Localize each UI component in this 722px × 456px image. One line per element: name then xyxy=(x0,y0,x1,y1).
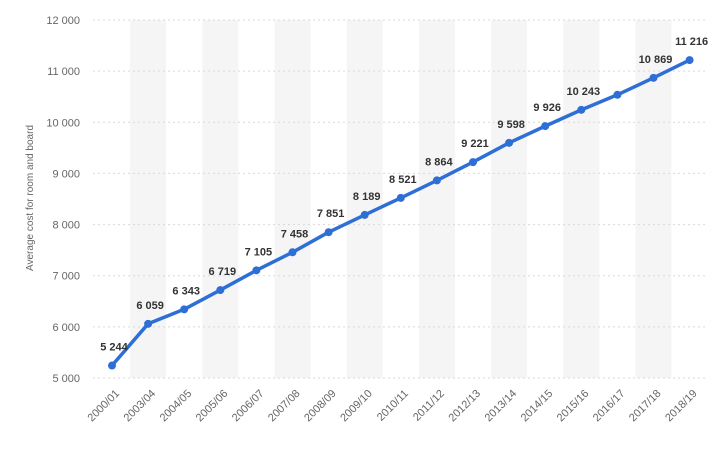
data-label: 9 598 xyxy=(497,119,525,131)
data-point xyxy=(685,56,694,65)
data-label: 11 216 xyxy=(675,36,708,48)
x-tick-label: 2012/13 xyxy=(447,388,484,425)
data-label: 9 926 xyxy=(533,102,561,114)
x-tick-label: 2014/15 xyxy=(519,388,556,425)
data-point xyxy=(505,138,514,147)
data-label: 8 864 xyxy=(425,156,453,168)
data-label: 10 243 xyxy=(566,86,600,98)
x-tick-label: 2004/05 xyxy=(158,388,195,425)
data-point xyxy=(613,90,622,99)
y-tick-label: 5 000 xyxy=(52,373,80,385)
data-label: 9 221 xyxy=(461,138,489,150)
category-band xyxy=(491,20,528,378)
data-point xyxy=(144,319,153,328)
category-band xyxy=(563,20,600,378)
data-label: 8 521 xyxy=(389,174,417,186)
data-point xyxy=(108,361,116,370)
x-axis-ticks: 2000/01 2003/04 2004/05 2005/06 2006/07 2007/… xyxy=(86,388,700,425)
x-tick-label: 2015/16 xyxy=(555,388,592,425)
data-point xyxy=(216,286,225,295)
y-gridlines xyxy=(93,19,707,379)
y-axis-title: Average cost for room and board xyxy=(25,125,36,271)
x-tick-label: 2007/08 xyxy=(266,388,303,425)
data-point xyxy=(541,122,550,131)
x-tick-label: 2011/12 xyxy=(411,388,447,424)
x-tick-label: 2000/01 xyxy=(86,388,123,425)
data-point xyxy=(180,305,189,314)
category-band xyxy=(202,20,239,378)
y-tick-label: 7 000 xyxy=(52,271,80,283)
data-point xyxy=(324,228,333,237)
series-line xyxy=(110,58,692,368)
series-average-cost xyxy=(108,56,694,370)
data-label: 7 458 xyxy=(281,228,309,240)
x-tick-label: 2018/19 xyxy=(663,388,700,425)
category-band xyxy=(418,20,455,378)
y-tick-label: 12 000 xyxy=(46,15,80,27)
x-tick-label: 2009/10 xyxy=(338,388,375,425)
data-point xyxy=(360,210,369,219)
category-band xyxy=(635,20,672,378)
data-label: 5 244 xyxy=(100,342,128,354)
x-tick-label: 2010/11 xyxy=(375,388,411,424)
data-label: 6 719 xyxy=(209,266,237,278)
data-label: 6 343 xyxy=(172,285,200,297)
y-axis-ticks: 5 000 6 000 7 000 8 000 9 000 10 000 11 000 12 … xyxy=(46,15,80,385)
y-tick-label: 6 000 xyxy=(52,322,80,334)
x-tick-label: 2013/14 xyxy=(483,388,520,425)
data-label: 7 105 xyxy=(245,246,273,258)
x-tick-label: 2016/17 xyxy=(591,388,628,425)
data-labels: 5 244 6 059 6 343 6 719 7 105 7 458 7 851 8 189… xyxy=(100,36,708,353)
data-point xyxy=(432,176,441,185)
y-tick-label: 8 000 xyxy=(52,220,80,232)
data-point xyxy=(396,193,405,202)
x-tick-label: 2017/18 xyxy=(627,388,664,425)
data-label: 10 869 xyxy=(639,54,673,66)
y-tick-label: 11 000 xyxy=(47,66,80,78)
category-band xyxy=(274,20,311,378)
y-tick-label: 9 000 xyxy=(52,168,80,180)
data-point xyxy=(469,158,477,167)
data-point xyxy=(288,248,297,257)
data-label: 8 189 xyxy=(353,191,381,203)
category-band xyxy=(346,20,383,378)
data-point xyxy=(252,266,261,275)
x-tick-label: 2008/09 xyxy=(302,388,339,425)
x-tick-label: 2006/07 xyxy=(230,388,267,425)
x-tick-label: 2003/04 xyxy=(122,388,159,425)
data-point xyxy=(577,105,586,114)
data-label: 6 059 xyxy=(136,300,164,312)
category-bands xyxy=(130,20,672,378)
data-point xyxy=(649,73,658,82)
y-tick-label: 10 000 xyxy=(46,117,80,129)
data-label: 7 851 xyxy=(317,208,345,220)
x-tick-label: 2005/06 xyxy=(194,388,231,425)
